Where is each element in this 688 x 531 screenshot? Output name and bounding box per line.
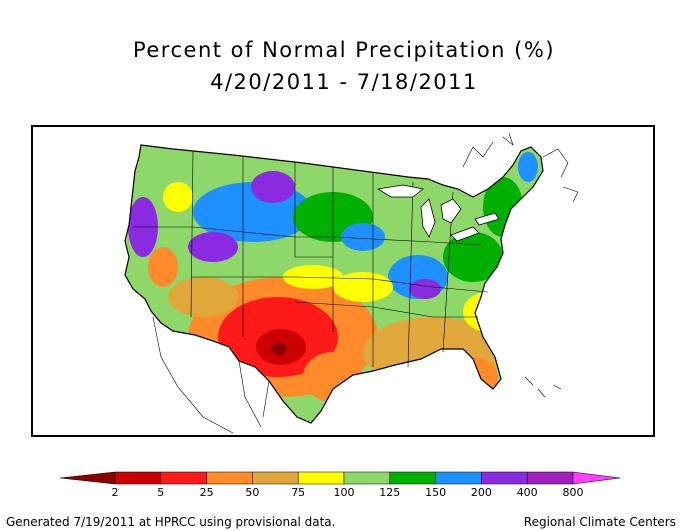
- legend-bin: [435, 471, 482, 485]
- map-title: Percent of Normal Precipitation (%): [132, 38, 556, 62]
- canada-outline: [462, 132, 579, 203]
- legend-arrow-high: [572, 471, 620, 485]
- legend-bin: [343, 471, 391, 485]
- legend-bin: [481, 471, 528, 485]
- legend-tick-label: 2: [111, 486, 119, 499]
- legend-tick-label: 125: [379, 486, 401, 499]
- bahamas-islands: [524, 376, 562, 398]
- legend-tick-label: 100: [333, 486, 355, 499]
- legend-tick-label: 50: [245, 486, 260, 499]
- legend-bin: [389, 471, 436, 485]
- footer-source-note: Generated 7/19/2011 at HPRCC using provi…: [6, 515, 336, 529]
- legend-bin: [297, 471, 345, 485]
- legend-bin: [252, 471, 299, 485]
- legend-bin: [114, 471, 162, 485]
- footer-credit: Regional Climate Centers: [523, 515, 676, 529]
- legend-tick-label: 5: [157, 486, 165, 499]
- legend-bin: [160, 471, 207, 485]
- legend-bin: [526, 471, 574, 485]
- legend-tick-label: 75: [291, 486, 306, 499]
- date-range: 4/20/2011 - 7/18/2011: [210, 70, 478, 94]
- legend-tick-label: 800: [562, 486, 584, 499]
- great-lakes: [376, 184, 500, 242]
- us-outline: [124, 144, 544, 424]
- legend-arrow-low: [60, 471, 116, 485]
- state-borders: [133, 151, 489, 368]
- mexico-outline: [152, 316, 270, 434]
- legend-bin: [206, 471, 253, 485]
- legend-tick-label: 200: [470, 486, 492, 499]
- map-frame: [31, 125, 655, 437]
- legend-colorbar: [60, 471, 620, 485]
- precipitation-map: [124, 132, 579, 434]
- legend-tick-label: 400: [516, 486, 538, 499]
- legend-tick-label: 150: [425, 486, 447, 499]
- legend-tick-label: 25: [199, 486, 214, 499]
